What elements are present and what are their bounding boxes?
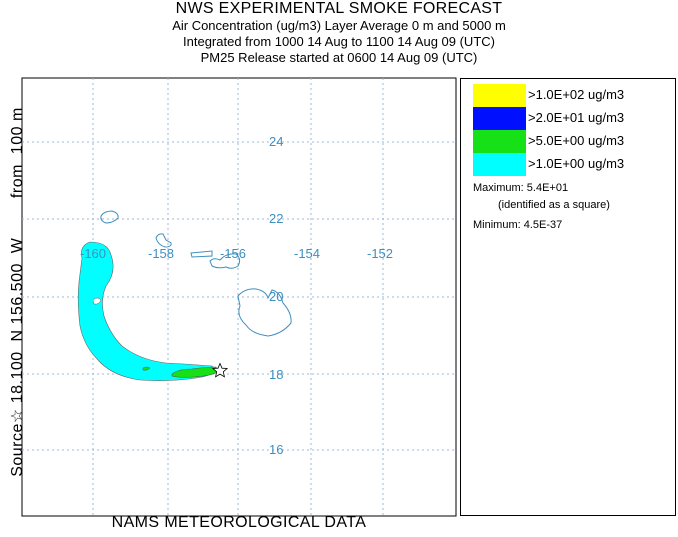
plume-above-5-small xyxy=(142,366,151,371)
source-star-icon xyxy=(211,362,229,378)
plume-hole xyxy=(92,297,102,305)
data-source-footer: NAMS METEOROLOGICAL DATA xyxy=(111,514,367,531)
lon-label-152: -152 xyxy=(367,246,393,261)
integration-line: Integrated from 1000 14 Aug to 1100 14 A… xyxy=(183,34,495,49)
coastlines xyxy=(100,210,292,337)
graticule xyxy=(22,78,456,516)
lat-label-20: 20 xyxy=(269,289,283,304)
concentration-line: Air Concentration (ug/m3) Layer Average … xyxy=(172,18,506,33)
minimum-value: Minimum: 4.5E-37 xyxy=(473,219,563,231)
maximum-note: (identified as a square) xyxy=(498,199,610,211)
molokai-coast xyxy=(190,250,213,258)
legend-swatch-cyan xyxy=(473,153,526,176)
oahu-coast xyxy=(155,233,172,248)
legend-label: >2.0E+01 ug/m3 xyxy=(528,110,625,125)
kauai-coast xyxy=(100,210,119,224)
plume-above-1 xyxy=(77,241,217,381)
lon-label-154: -154 xyxy=(294,246,320,261)
maui-coast xyxy=(209,253,241,269)
lon-label-156: -156 xyxy=(220,246,246,261)
forecast-title: NWS EXPERIMENTAL SMOKE FORECAST xyxy=(175,0,503,17)
legend-swatch-green xyxy=(473,130,526,153)
legend: >1.0E+02 ug/m3 >2.0E+01 ug/m3 >5.0E+00 u… xyxy=(460,78,676,516)
legend-swatch-yellow xyxy=(473,84,526,107)
release-line: PM25 Release started at 0600 14 Aug 09 (… xyxy=(200,50,478,65)
legend-swatch-blue xyxy=(473,107,526,130)
lat-label-22: 22 xyxy=(269,211,283,226)
legend-label: >5.0E+00 ug/m3 xyxy=(528,133,625,148)
lon-label-158: -158 xyxy=(148,246,174,261)
lat-label-16: 16 xyxy=(269,442,283,457)
lat-label-18: 18 xyxy=(269,367,283,382)
legend-label: >1.0E+00 ug/m3 xyxy=(528,156,625,171)
axis-labels: -160 -158 -156 -154 -152 24 22 20 18 16 xyxy=(80,134,393,457)
maximum-value: Maximum: 5.4E+01 xyxy=(473,182,569,194)
lon-label-160: -160 xyxy=(80,246,106,261)
legend-label: >1.0E+02 ug/m3 xyxy=(528,87,625,102)
smoke-map: -160 -158 -156 -154 -152 24 22 20 18 16 xyxy=(21,77,457,517)
hawaii-big-island-coast xyxy=(237,288,292,337)
header: NWS EXPERIMENTAL SMOKE FORECAST Air Conc… xyxy=(0,0,678,66)
lat-label-24: 24 xyxy=(269,134,283,149)
